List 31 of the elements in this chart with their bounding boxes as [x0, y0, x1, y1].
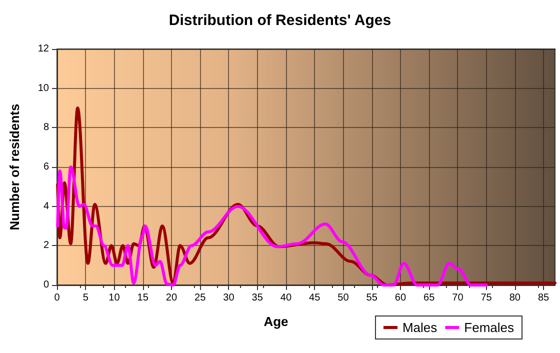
legend-label: Males: [402, 320, 438, 335]
y-tick-label: 8: [43, 122, 50, 134]
legend-label: Females: [464, 320, 514, 335]
y-tick-label: 12: [38, 44, 50, 54]
y-tick-label: 2: [43, 240, 50, 252]
x-tick-label: 15: [137, 292, 149, 304]
y-tick-label: 0: [43, 280, 50, 290]
y-tick-label: 6: [43, 162, 50, 172]
x-tick-label: 30: [223, 292, 235, 304]
y-tick-label: 4: [43, 200, 50, 212]
x-tick-label: 70: [452, 292, 464, 304]
x-tick-label: 5: [82, 292, 89, 304]
x-tick-label: 25: [194, 292, 206, 304]
x-tick-label: 10: [108, 292, 120, 304]
x-tick-label: 35: [252, 292, 264, 304]
y-tick-label: 10: [38, 82, 50, 94]
chart-title: Distribution of Residents' Ages: [168, 12, 392, 29]
x-tick-label: 45: [309, 292, 321, 304]
x-tick-label: 40: [280, 292, 292, 304]
x-tick-label: 0: [54, 292, 60, 304]
x-tick-label: 60: [394, 292, 406, 304]
x-tick-label: 80: [509, 292, 521, 304]
x-tick-label: 50: [338, 292, 350, 304]
x-tick-label: 75: [480, 292, 492, 304]
y-axis-title: Number of residents: [7, 104, 22, 230]
line-series: [56, 166, 488, 286]
x-axis-title: Age: [264, 314, 288, 329]
x-tick-label: 55: [366, 292, 378, 304]
x-tick-label: 65: [424, 292, 436, 304]
x-tick-label: 20: [166, 292, 178, 304]
x-tick-label: 85: [538, 292, 550, 304]
